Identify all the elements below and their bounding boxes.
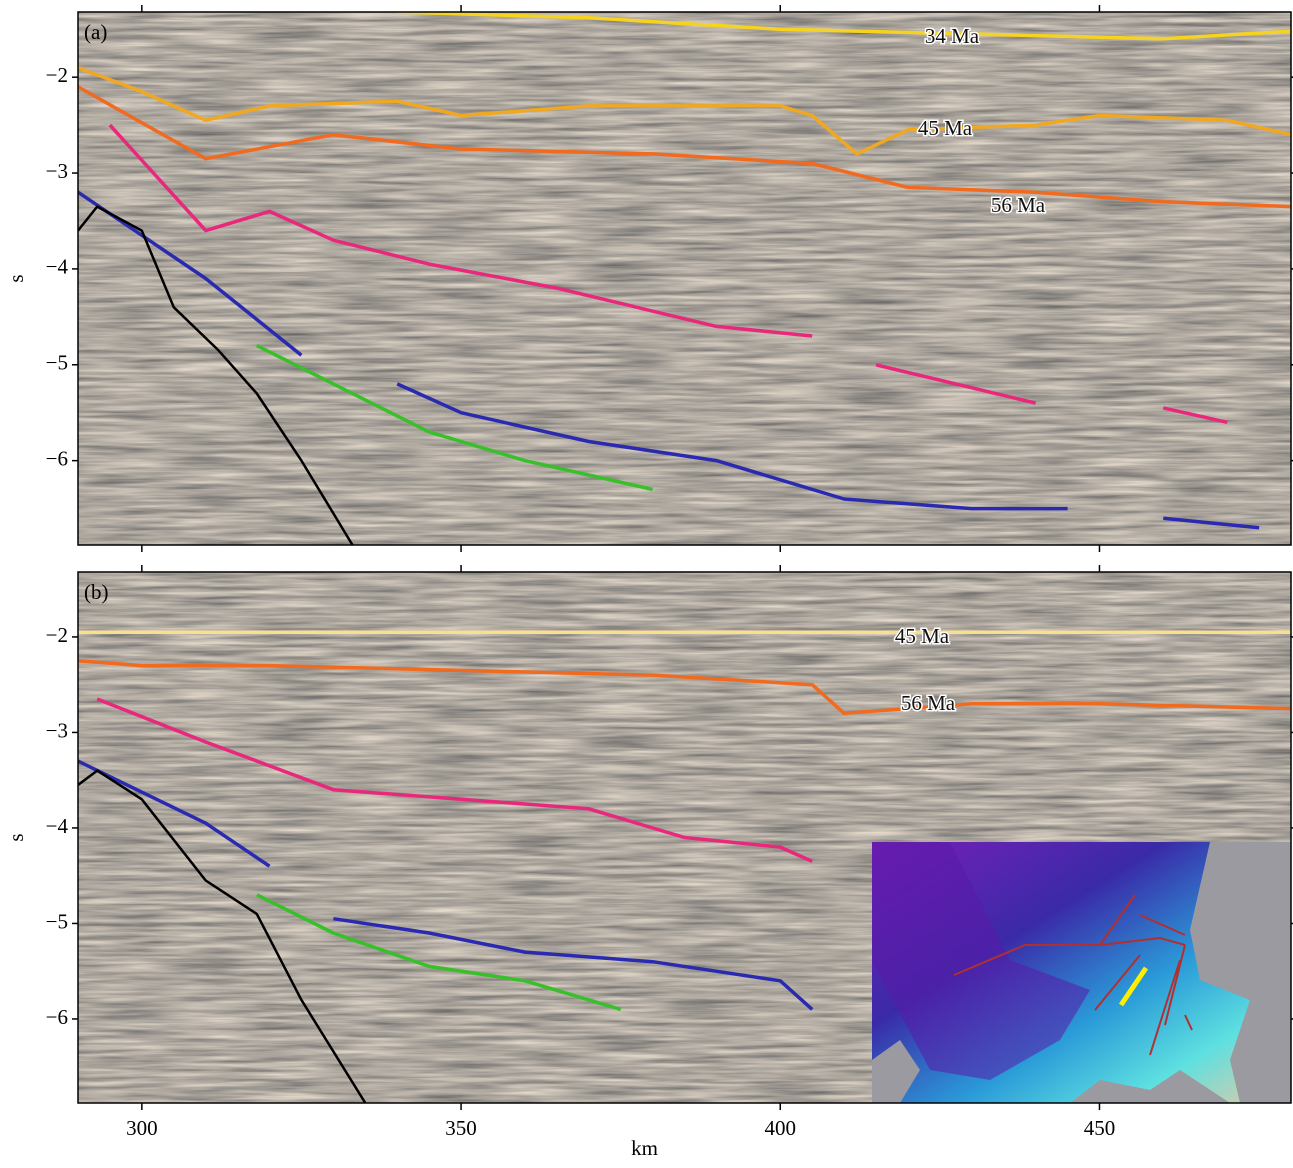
- horizon-line: [78, 205, 354, 545]
- age-annotation: 56 Ma: [991, 193, 1046, 217]
- map-land: [1070, 1070, 1230, 1103]
- y-tick-label: −5: [46, 909, 68, 933]
- map-land: [1190, 842, 1291, 1103]
- horizon-line: [78, 65, 1291, 156]
- map-highlight-profile: [1118, 966, 1149, 1007]
- y-tick-label: −4: [46, 255, 69, 279]
- inset-map: [872, 842, 1291, 1103]
- panel-label: (a): [84, 20, 107, 44]
- horizon-line: [78, 769, 367, 1103]
- horizon-line: [256, 893, 622, 1012]
- age-annotation: 34 Ma: [925, 24, 980, 48]
- horizon-line: [397, 12, 1291, 41]
- y-axis-label: s: [4, 274, 28, 282]
- axes-frame: [77, 11, 1292, 546]
- map-profile-lines: [953, 894, 1193, 1056]
- age-annotation: 45 Ma: [918, 116, 973, 140]
- y-tick-label: −3: [46, 718, 68, 742]
- horizon-line: [78, 659, 1291, 716]
- horizon-line: [96, 697, 813, 863]
- horizons: [78, 12, 1291, 545]
- x-tick-label: 350: [445, 1116, 477, 1140]
- x-tick-label: 450: [1084, 1116, 1116, 1140]
- map-deep-basin: [872, 842, 1090, 1080]
- y-tick-label: −6: [46, 446, 68, 470]
- y-tick-label: −2: [46, 63, 68, 87]
- map-land: [872, 1040, 920, 1103]
- x-axis-label: km: [631, 1136, 658, 1160]
- seismic-section: [78, 12, 1291, 545]
- horizons: [78, 630, 1291, 1103]
- horizon-line: [78, 759, 814, 1011]
- y-tick-label: −4: [46, 814, 69, 838]
- y-tick-label: −5: [46, 351, 68, 375]
- age-annotation: 56 Ma: [901, 691, 956, 715]
- horizon-line: [78, 190, 1260, 530]
- horizon-line: [78, 85, 1291, 209]
- y-axis-label: s: [4, 833, 28, 841]
- x-tick-label: 300: [126, 1116, 158, 1140]
- age-annotation: 45 Ma: [895, 624, 950, 648]
- axes-frame: [77, 571, 1292, 1104]
- y-tick-label: −3: [46, 159, 68, 183]
- panel-label: (b): [84, 580, 109, 604]
- x-tick-label: 400: [765, 1116, 797, 1140]
- y-tick-label: −6: [46, 1005, 68, 1029]
- horizon-line: [108, 123, 1228, 425]
- horizon-line: [256, 344, 653, 492]
- y-tick-label: −2: [46, 623, 68, 647]
